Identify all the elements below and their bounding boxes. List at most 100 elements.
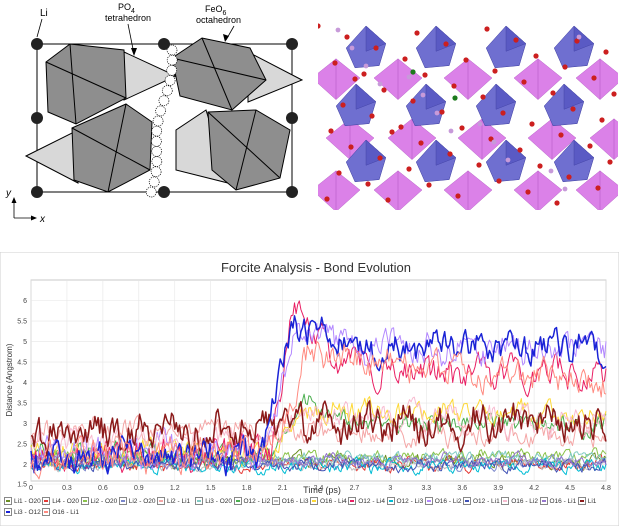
legend-swatch xyxy=(6,500,10,502)
oxygen-atom xyxy=(398,124,404,130)
li-channel-site xyxy=(151,135,162,147)
lithium-atom xyxy=(406,74,412,80)
li-channel-site xyxy=(145,186,157,198)
oxygen-atom xyxy=(484,26,490,32)
y-axis-arrowhead xyxy=(11,197,17,203)
legend-swatch xyxy=(159,500,163,502)
legend-label: O16 - Li1 xyxy=(549,497,577,505)
legend-entry[interactable]: Li3 - O20 xyxy=(195,497,232,505)
legend-label: Li3 - O20 xyxy=(205,497,232,505)
legend-entry[interactable]: O16 - Li3 xyxy=(271,497,309,505)
legend-label: Li2 - O20 xyxy=(90,497,118,505)
legend-checkbox[interactable] xyxy=(4,508,12,516)
legend-checkbox[interactable] xyxy=(310,497,318,505)
legend-checkbox[interactable] xyxy=(271,497,280,505)
li-atoms xyxy=(31,38,298,198)
y-tick-label: 5 xyxy=(23,339,27,346)
oxygen-atom xyxy=(439,109,445,115)
octa-face xyxy=(425,83,447,110)
legend-entry[interactable]: O12 - Li2 xyxy=(233,497,271,505)
li-channel-site xyxy=(150,166,162,178)
legend-swatch xyxy=(579,500,584,502)
legend-checkbox[interactable] xyxy=(42,508,51,516)
legend-entry[interactable]: O12 - Li4 xyxy=(348,497,385,505)
lithium-atom xyxy=(335,27,341,33)
oxygen-atom xyxy=(533,53,539,59)
legend-checkbox[interactable] xyxy=(577,497,586,505)
legend-checkbox[interactable] xyxy=(80,497,89,505)
legend-checkbox[interactable] xyxy=(424,497,433,505)
legend-label: O12 - Li2 xyxy=(243,497,271,505)
oxygen-atom xyxy=(591,75,597,81)
legend-checkbox[interactable] xyxy=(157,497,165,505)
oxygen-atom xyxy=(562,64,568,70)
y-tick-labels: 1.5 2 2.5 3 3.5 4 4.5 5 5.5 6 xyxy=(17,298,27,488)
legend-swatch xyxy=(197,500,202,502)
legend-entry[interactable]: Li4 - O20 xyxy=(42,497,79,505)
legend-entry[interactable]: Li3 - O12 xyxy=(4,508,41,516)
li-pointer xyxy=(36,18,43,38)
li-channel-site xyxy=(155,105,166,117)
legend-entry[interactable]: Li2 - Li1 xyxy=(157,497,190,505)
li-channel-site xyxy=(151,156,163,167)
legend-entry[interactable]: O16 - Li1 xyxy=(42,508,79,516)
legend-checkbox[interactable] xyxy=(4,497,12,505)
x-axis-letter: x xyxy=(39,214,46,225)
legend-checkbox[interactable] xyxy=(463,497,471,505)
oxygen-atom xyxy=(324,196,330,202)
chart-title: Forcite Analysis - Bond Evolution xyxy=(221,260,411,275)
legend-checkbox[interactable] xyxy=(195,497,204,505)
legend-swatch xyxy=(541,500,546,502)
oxygen-atom xyxy=(476,162,482,168)
li-atom xyxy=(158,186,170,198)
legend-swatch xyxy=(82,500,87,502)
y-tick-label: 2 xyxy=(23,462,27,469)
oxygen-atom xyxy=(418,140,424,146)
legend-checkbox[interactable] xyxy=(539,497,548,505)
oxygen-atom xyxy=(406,166,412,172)
legend-checkbox[interactable] xyxy=(501,497,510,505)
legend-entry[interactable]: O16 - Li2 xyxy=(501,497,538,505)
legend-entry[interactable]: O16 - Li1 xyxy=(539,497,577,505)
legend-checkbox[interactable] xyxy=(118,497,127,505)
legend-swatch xyxy=(120,500,125,502)
olivine-structure-diagram: Li PO4 tetrahedron FeO6 octahedron y x xyxy=(5,2,304,225)
octa-face xyxy=(573,139,595,166)
legend-swatch xyxy=(350,500,355,502)
legend-entry[interactable]: O12 - Li3 xyxy=(386,497,423,505)
oxygen-atom xyxy=(558,132,564,138)
lithium-atom xyxy=(349,45,355,51)
legend-label: O16 - Li4 xyxy=(320,497,347,505)
oxygen-atom xyxy=(385,197,391,203)
oxygen-atom xyxy=(599,117,605,123)
li-atom xyxy=(286,38,298,50)
octa-face xyxy=(505,139,527,166)
legend-checkbox[interactable] xyxy=(386,497,395,505)
x-tick-label: 1.2 xyxy=(170,485,180,492)
feo6-label-line2: octahedron xyxy=(196,15,241,25)
oxygen-atom xyxy=(426,182,432,188)
lithium-atom xyxy=(548,168,554,174)
oxygen-atom xyxy=(488,136,494,142)
legend-checkbox[interactable] xyxy=(42,497,51,505)
legend-entry[interactable]: Li2 - O20 xyxy=(118,497,156,505)
legend-entry[interactable]: Li2 - O20 xyxy=(80,497,118,505)
legend-label: O16 - Li3 xyxy=(281,497,309,505)
legend-checkbox[interactable] xyxy=(233,497,242,505)
legend-checkbox[interactable] xyxy=(348,497,357,505)
legend-entry[interactable]: O12 - Li1 xyxy=(463,497,500,505)
octa-edge xyxy=(171,57,267,81)
li-channel-site xyxy=(151,146,163,157)
y-axis-label: Distance (Angstrom) xyxy=(5,343,14,416)
legend-entry[interactable]: O16 - Li4 xyxy=(310,497,347,505)
oxygen-atom xyxy=(459,125,465,131)
x-tick-label: 4.8 xyxy=(601,485,611,492)
legend-swatch xyxy=(312,500,316,502)
oxygen-atom xyxy=(340,102,346,108)
x-tick-label: 4.5 xyxy=(565,485,575,492)
legend-entry[interactable]: Li1 xyxy=(577,497,596,505)
legend-entry[interactable]: Li1 - O20 xyxy=(4,497,41,505)
li-atom xyxy=(158,38,170,50)
legend-swatch xyxy=(503,500,508,502)
legend-entry[interactable]: O16 - Li2 xyxy=(424,497,462,505)
